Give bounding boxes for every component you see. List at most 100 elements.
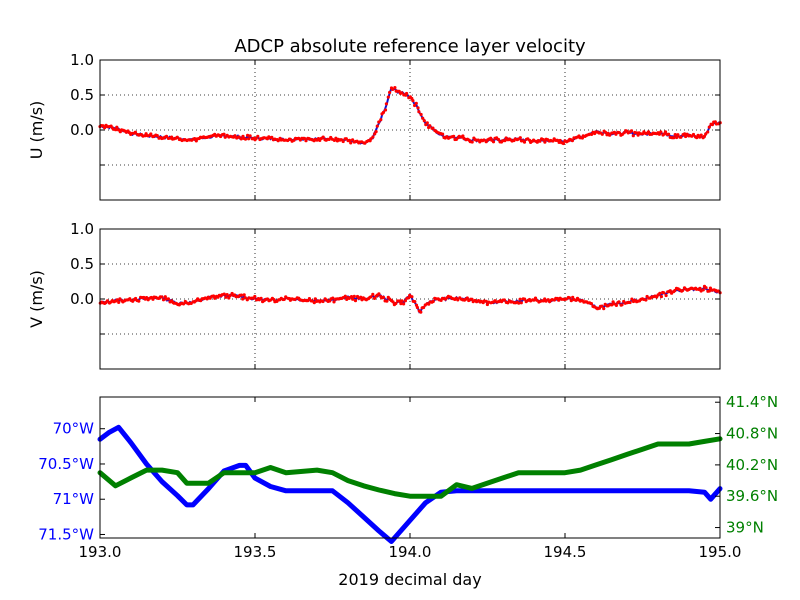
u-data-point — [662, 132, 666, 136]
v-data-point — [181, 302, 186, 306]
v-data-point — [617, 300, 621, 304]
v-ticks: 0.0 0.5 1.0 — [70, 220, 721, 369]
u-data-point — [248, 134, 252, 138]
u-data-point — [561, 141, 566, 146]
u-data-point — [377, 120, 381, 124]
u-data-point — [351, 138, 355, 142]
u-data-point — [321, 135, 325, 139]
v-data-point — [313, 297, 317, 301]
v-data-point — [407, 296, 411, 300]
nav-ticks: 193.0 193.5 194.0 194.5 195.0 70°W 70.5°W 71°W 7… — [38, 393, 778, 561]
v-data-point — [484, 299, 488, 303]
v-axis-label: V (m/s) — [27, 270, 46, 328]
u-data-point — [391, 87, 395, 91]
u-data-point — [441, 132, 445, 136]
v-data-point — [415, 305, 419, 310]
u-data-point — [691, 132, 696, 137]
u-data-point — [349, 141, 353, 145]
u-data-point — [646, 130, 651, 134]
u-data-point — [603, 130, 608, 134]
u-ytick-label: 1.0 — [70, 51, 94, 69]
v-data-point — [571, 295, 575, 299]
v-data-point — [410, 295, 414, 299]
u-data-point — [675, 135, 679, 140]
v-data-point — [465, 296, 469, 300]
v-data-point — [351, 297, 355, 301]
u-data-point — [452, 134, 456, 138]
u-data-point — [496, 137, 501, 142]
u-axis-label: U (m/s) — [27, 101, 46, 160]
v-data-point — [332, 300, 336, 304]
u-data-point — [461, 134, 465, 138]
v-data-point — [400, 299, 404, 303]
u-data-point — [383, 108, 388, 112]
v-data-point — [224, 295, 228, 299]
v-data-point — [664, 293, 668, 298]
u-data-point — [417, 110, 421, 114]
v-data-point — [391, 300, 395, 304]
u-data-point — [405, 91, 409, 96]
u-data-point — [428, 124, 432, 128]
u-data-point — [400, 91, 404, 95]
v-data-point — [518, 297, 522, 301]
v-data-point — [105, 299, 109, 303]
v-data-point — [399, 302, 403, 306]
u-data-point — [381, 110, 386, 114]
v-data-point — [222, 292, 226, 296]
u-data-point — [659, 130, 663, 134]
u-data-point — [679, 135, 683, 139]
v-data-point — [620, 303, 624, 307]
u-data-point — [222, 132, 226, 136]
v-ytick-label: 1.0 — [70, 220, 94, 238]
v-data-point — [145, 296, 149, 300]
u-data-point — [657, 132, 662, 136]
u-data-point — [115, 125, 119, 129]
u-data-point — [373, 132, 377, 136]
u-data-point — [673, 133, 677, 137]
v-data-point — [359, 295, 363, 299]
lon-ytick-label: 71.5°W — [38, 525, 94, 543]
nav-xtick-label: 194.0 — [389, 543, 432, 561]
u-data-point — [631, 134, 635, 138]
v-data-point — [517, 301, 521, 305]
v-ytick-label: 0.5 — [70, 255, 94, 273]
v-data-point — [644, 298, 648, 302]
lon-ytick-label: 70°W — [53, 420, 95, 438]
u-data-point — [239, 137, 243, 141]
v-data-point — [614, 303, 619, 307]
u-data-point — [667, 132, 671, 136]
u-data-point — [706, 130, 710, 134]
u-data-point — [608, 133, 612, 137]
v-data-point — [701, 288, 705, 292]
u-data-point — [416, 106, 420, 110]
u-data-point — [704, 132, 708, 136]
longitude-line — [97, 424, 723, 544]
u-data-point — [247, 137, 251, 141]
v-data-point — [377, 292, 381, 296]
lon-ytick-label: 70.5°W — [38, 455, 94, 473]
v-data-point — [321, 299, 325, 304]
v-data-point — [347, 296, 351, 300]
v-data-point — [312, 301, 316, 305]
u-data-point — [522, 140, 527, 144]
v-data-point — [385, 299, 389, 303]
navigation-panel: 193.0 193.5 194.0 194.5 195.0 70°W 70.5°W 71°W 7… — [38, 393, 778, 561]
u-data-point — [663, 130, 668, 134]
v-data-point — [293, 297, 297, 301]
lat-ytick-label: 39°N — [726, 519, 764, 537]
v-series-line — [99, 286, 721, 314]
nav-data-marks — [97, 424, 723, 544]
v-velocity-panel: 0.0 0.5 1.0 V (m/s) — [27, 220, 722, 370]
v-data-point — [680, 288, 685, 293]
u-data-point — [175, 135, 179, 139]
v-data-point — [137, 299, 141, 303]
u-data-point — [503, 139, 507, 143]
v-data-point — [394, 301, 398, 306]
u-data-point — [386, 95, 390, 99]
u-data-point — [695, 136, 699, 140]
v-data-point — [419, 310, 423, 314]
nav-xtick-label: 193.5 — [234, 543, 277, 561]
v-data-point — [402, 302, 406, 306]
u-data-point — [256, 134, 260, 138]
u-data-point — [617, 131, 622, 135]
